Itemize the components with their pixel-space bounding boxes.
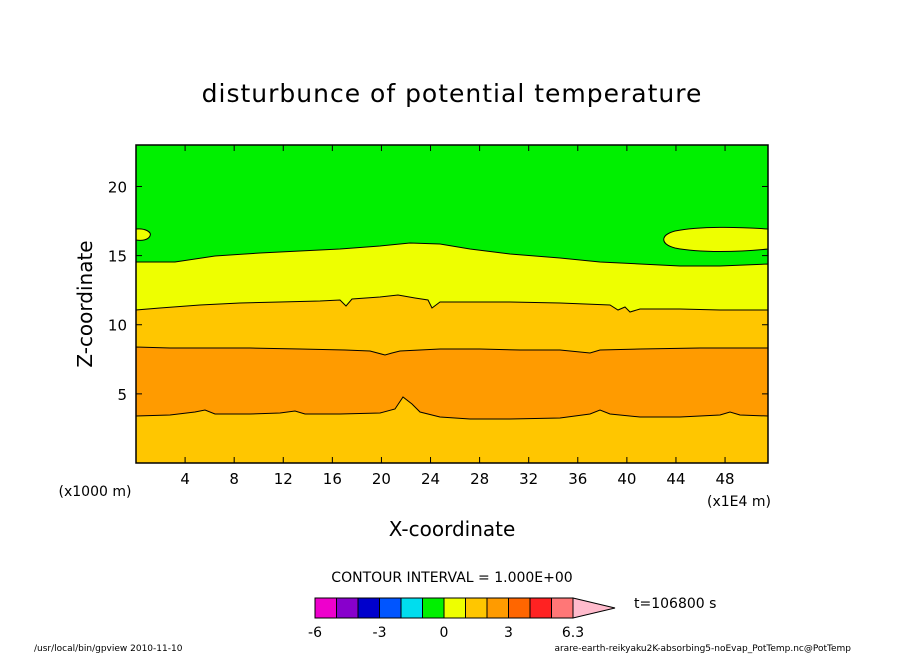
colorbar-cell — [400, 597, 423, 619]
x-tick-label: 20 — [372, 470, 391, 488]
plot-area — [135, 144, 769, 464]
colorbar-label: -6 — [308, 625, 322, 641]
x-tick-label: 24 — [421, 470, 440, 488]
colorbar — [314, 597, 616, 619]
y-tick-label: 5 — [117, 386, 127, 404]
colorbar-cell — [529, 597, 552, 619]
colorbar-cell — [357, 597, 380, 619]
chart-title: disturbunce of potential temperature — [202, 79, 703, 108]
x-tick-label: 32 — [519, 470, 538, 488]
band-gold-lower — [135, 396, 769, 464]
x-tick-label: 28 — [470, 470, 489, 488]
x-tick-label: 48 — [716, 470, 735, 488]
contour-interval-label: CONTOUR INTERVAL = 1.000E+00 — [331, 570, 572, 586]
colorbar-cell — [551, 597, 574, 619]
x-axis-ticks: 4 8 12 16 20 24 28 32 36 40 44 48 — [180, 145, 735, 488]
x-tick-label: 4 — [180, 470, 190, 488]
colorbar-label: 6.3 — [562, 625, 584, 641]
y-tick-label: 15 — [108, 248, 127, 266]
colorbar-label: 3 — [504, 625, 513, 641]
y-axis-ticks: 5 10 15 20 — [108, 178, 768, 404]
y-unit-label: (x1000 m) — [59, 484, 132, 500]
colorbar-cell — [314, 597, 337, 619]
y-axis-title: Z-coordinate — [73, 240, 97, 367]
y-tick-label: 10 — [108, 317, 127, 335]
x-tick-label: 44 — [666, 470, 685, 488]
colorbar-cell — [336, 597, 359, 619]
colorbar-label: 0 — [440, 625, 449, 641]
colorbar-cell — [379, 597, 402, 619]
x-tick-label: 16 — [323, 470, 342, 488]
colorbar-cell — [422, 597, 445, 619]
x-tick-label: 8 — [229, 470, 239, 488]
footer-right: arare-earth-reikyaku2K-absorbing5-noEvap… — [554, 644, 851, 654]
time-label: t=106800 s — [634, 596, 716, 612]
colorbar-labels: -6 -3 0 3 6.3 — [308, 625, 584, 641]
footer-left: /usr/local/bin/gpview 2010-11-10 — [34, 644, 183, 654]
x-tick-label: 36 — [568, 470, 587, 488]
yellow-blob-right — [663, 226, 769, 252]
y-tick-label: 20 — [108, 178, 127, 196]
colorbar-cell — [486, 597, 509, 619]
colorbar-cell — [508, 597, 531, 619]
x-tick-label: 40 — [617, 470, 636, 488]
x-axis-title: X-coordinate — [389, 517, 516, 541]
colorbar-label: -3 — [373, 625, 387, 641]
x-tick-label: 12 — [274, 470, 293, 488]
colorbar-cell — [443, 597, 466, 619]
colorbar-extend-arrow — [572, 597, 616, 619]
x-unit-label: (x1E4 m) — [707, 494, 771, 510]
yellow-blob-left — [135, 228, 151, 241]
plot-frame — [135, 144, 769, 464]
colorbar-cell — [465, 597, 488, 619]
